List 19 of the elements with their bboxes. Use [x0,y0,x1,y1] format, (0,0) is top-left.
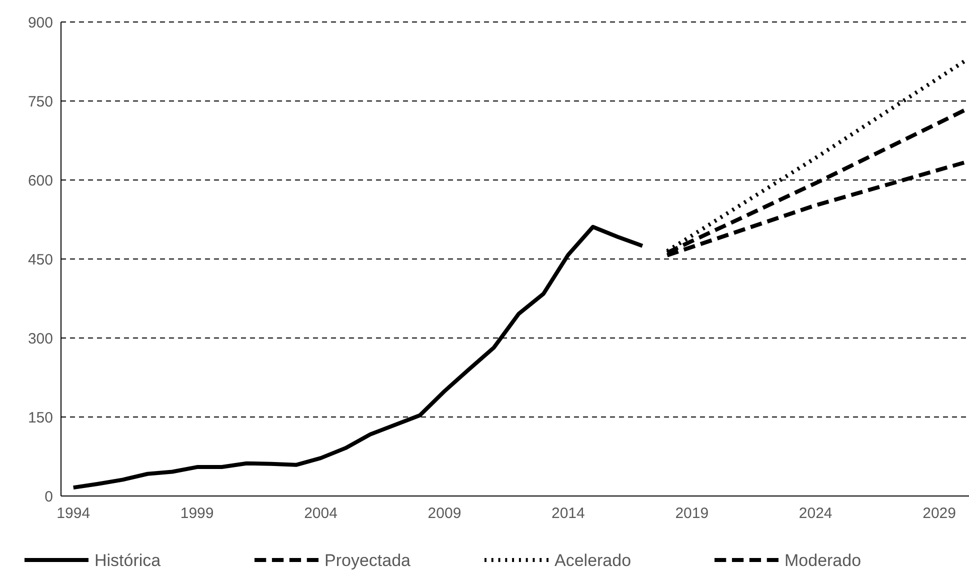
x-tick-label: 2024 [798,505,832,522]
x-tick-label: 1994 [56,505,90,522]
legend-label: Histórica [94,550,162,570]
y-tick-label: 0 [44,488,53,506]
legend-label: Proyectada [324,550,412,570]
y-tick-label: 750 [28,93,53,110]
x-tick-label: 2019 [675,505,709,522]
x-tick-label: 2014 [552,505,585,522]
legend-label: Moderado [784,550,862,570]
x-tick-label: 2009 [428,505,462,522]
y-tick-label: 600 [28,172,53,190]
y-tick-label: 150 [28,409,53,426]
y-tick-label: 450 [28,251,53,268]
x-tick-label: 2029 [922,505,956,522]
legend-label: Acelerado [554,550,632,570]
x-tick-label: 1999 [180,505,214,522]
y-tick-label: 300 [28,330,53,348]
y-tick-label: 900 [28,14,53,32]
x-tick-label: 2004 [304,505,338,522]
